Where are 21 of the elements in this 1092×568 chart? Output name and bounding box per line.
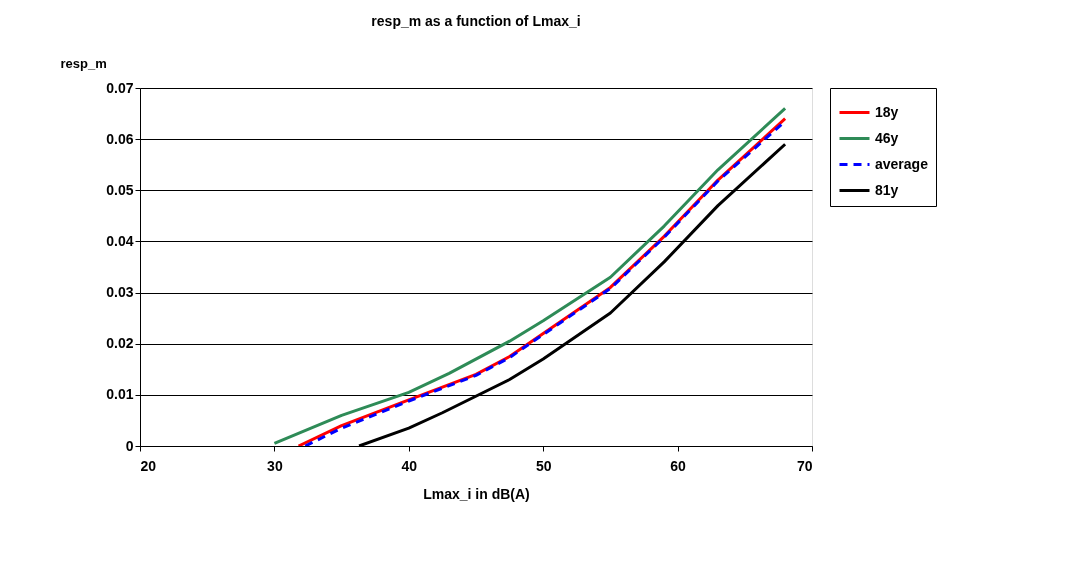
legend-label: average — [875, 155, 929, 172]
y-tick-label: 0 — [125, 437, 134, 454]
x-axis-title: Lmax_i in dB(A) — [423, 485, 530, 502]
y-tick-label: 0.07 — [106, 79, 134, 96]
x-tick-label: 70 — [796, 457, 813, 474]
x-tick-label: 30 — [267, 457, 283, 474]
y-tick-label: 0.06 — [106, 130, 134, 147]
x-tick-label: 40 — [401, 457, 418, 474]
y-tick-label: 0.01 — [106, 386, 134, 403]
chart-title: resp_m as a function of Lmax_i — [371, 13, 581, 29]
y-tick-label: 0.02 — [106, 335, 134, 352]
x-tick-label: 20 — [140, 457, 157, 474]
legend-label: 18y — [875, 103, 899, 120]
y-tick-label: 0.03 — [106, 284, 134, 301]
legend-label: 46y — [875, 129, 899, 146]
legend-label: 81y — [875, 181, 899, 198]
y-tick-label: 0.04 — [106, 232, 134, 249]
y-axis-title: resp_m — [60, 55, 107, 71]
x-tick-label: 50 — [535, 457, 552, 474]
x-tick-label: 60 — [670, 457, 687, 474]
y-tick-label: 0.05 — [106, 181, 134, 198]
